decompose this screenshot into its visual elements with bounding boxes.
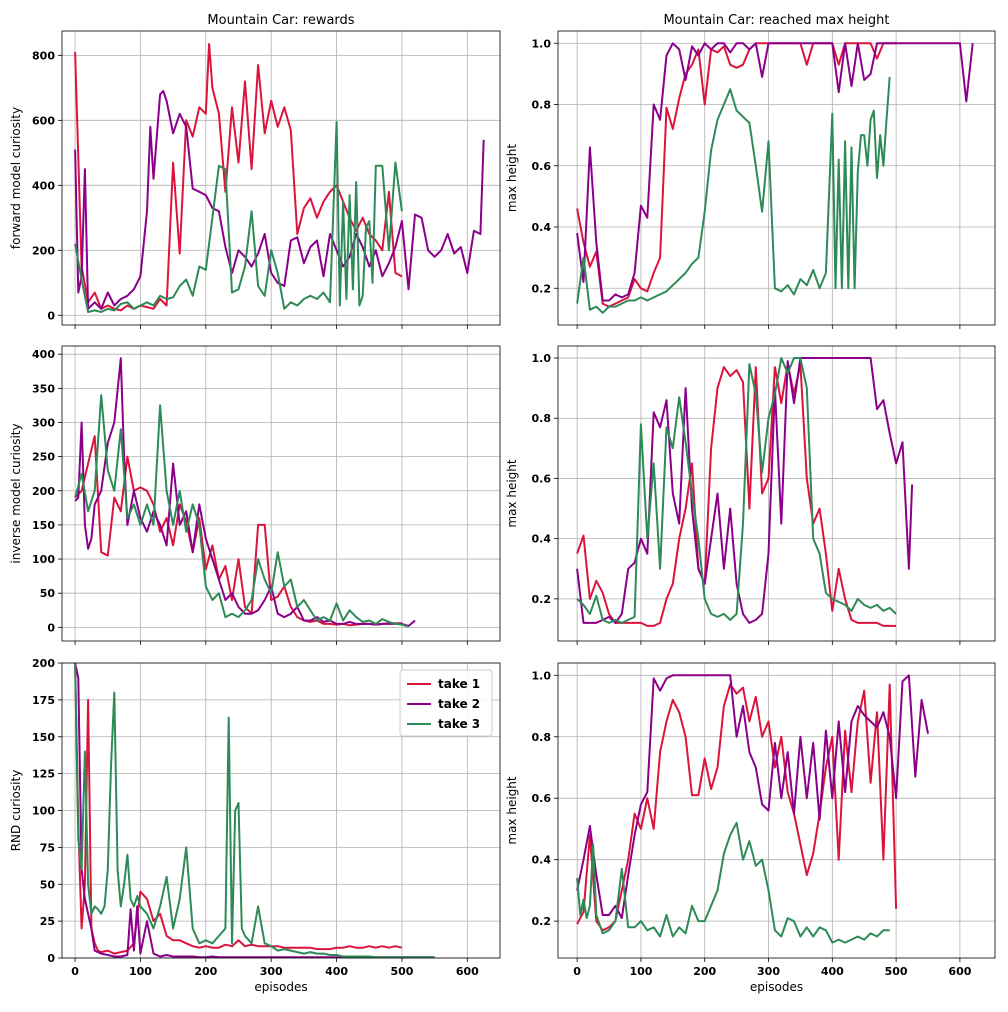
y-tick-label: 150 xyxy=(32,731,55,744)
x-axis-label: episodes xyxy=(254,980,307,994)
y-tick-label: 50 xyxy=(40,878,56,891)
x-tick-label: 200 xyxy=(194,965,217,978)
x-tick-label: 0 xyxy=(71,965,79,978)
x-tick-label: 400 xyxy=(821,965,844,978)
y-tick-label: 0 xyxy=(47,952,55,965)
y-tick-label: 600 xyxy=(32,114,55,127)
series-line-take-3 xyxy=(74,121,403,313)
y-tick-label: 0 xyxy=(47,309,55,322)
x-tick-label: 400 xyxy=(325,965,348,978)
series-line-take-3 xyxy=(576,821,890,944)
y-axis-label: forward model curiosity xyxy=(9,107,23,249)
x-tick-label: 300 xyxy=(260,965,283,978)
y-tick-label: 1.0 xyxy=(532,37,552,50)
legend-label-take-3: take 3 xyxy=(438,717,480,731)
series-line-take-2 xyxy=(74,90,485,310)
y-tick-label: 125 xyxy=(32,768,55,781)
y-tick-label: 25 xyxy=(40,915,55,928)
y-tick-label: 50 xyxy=(40,587,56,600)
series-line-take-1 xyxy=(576,42,897,308)
x-tick-label: 500 xyxy=(885,965,908,978)
y-axis-label: max height xyxy=(505,776,519,845)
x-tick-label: 100 xyxy=(129,965,152,978)
y-tick-label: 200 xyxy=(32,657,55,670)
axes-frame xyxy=(61,30,501,326)
y-tick-label: 400 xyxy=(32,348,55,361)
y-tick-label: 0.8 xyxy=(532,731,552,744)
y-tick-label: 0.8 xyxy=(532,99,552,112)
legend-label-take-1: take 1 xyxy=(438,677,480,691)
series-line-take-3 xyxy=(576,76,891,314)
subplot-1: 0 200 400 600 800 Mountain Car: rewards forwar… xyxy=(9,13,501,329)
y-tick-label: 400 xyxy=(32,179,55,192)
subplot-2: 0.2 0.4 0.6 0.8 1.0 Mountain Car: reached max… xyxy=(505,13,996,329)
y-tick-label: 250 xyxy=(32,451,55,464)
series-line-take-1 xyxy=(74,663,403,955)
x-axis-label: episodes xyxy=(750,980,803,994)
x-tick-label: 600 xyxy=(948,965,971,978)
axes-frame xyxy=(557,345,996,642)
y-tick-label: 175 xyxy=(32,694,55,707)
subplot-3: 0 50 100 150 200 250 300 350 400 inverse model cu… xyxy=(9,345,501,645)
y-tick-label: 1.0 xyxy=(532,669,552,682)
y-axis-label: max height xyxy=(505,459,519,528)
y-tick-label: 0.6 xyxy=(532,792,552,805)
series-line-take-2 xyxy=(576,357,914,624)
x-tick-label: 300 xyxy=(757,965,780,978)
subplot-6: 0 100 200 300 400 500 600 0.2 0.4 0.6 0.8 1.0 max he… xyxy=(505,662,996,994)
y-tick-label: 0.6 xyxy=(532,160,552,173)
series-line-take-1 xyxy=(74,43,403,312)
y-tick-label: 0.4 xyxy=(532,533,552,546)
y-axis-label: RND curiosity xyxy=(9,770,23,852)
y-tick-label: 200 xyxy=(32,244,55,257)
y-tick-label: 0.2 xyxy=(532,915,552,928)
y-tick-label: 0 xyxy=(47,621,55,634)
y-tick-label: 100 xyxy=(32,805,55,818)
y-tick-label: 75 xyxy=(40,841,55,854)
chart-title: Mountain Car: rewards xyxy=(207,13,354,28)
series-line-take-1 xyxy=(74,435,402,627)
series-line-take-2 xyxy=(576,42,974,302)
y-tick-label: 0.4 xyxy=(532,854,552,867)
axes-frame xyxy=(557,662,996,959)
x-tick-label: 0 xyxy=(573,965,581,978)
subplot-5: 0 100 200 300 400 500 600 0 25 50 75 100 125 150 175 20… xyxy=(9,657,501,994)
y-tick-label: 100 xyxy=(32,553,55,566)
y-tick-label: 200 xyxy=(32,485,55,498)
series-line-take-2 xyxy=(576,674,929,920)
y-tick-label: 300 xyxy=(32,416,55,429)
y-tick-label: 0.6 xyxy=(532,472,552,485)
y-tick-label: 0.2 xyxy=(532,593,552,606)
y-tick-label: 1.0 xyxy=(532,352,552,365)
chart-title: Mountain Car: reached max height xyxy=(663,13,889,28)
y-tick-label: 800 xyxy=(32,49,55,62)
series-line-take-3 xyxy=(74,663,435,958)
x-tick-label: 500 xyxy=(390,965,413,978)
series-line-take-3 xyxy=(74,394,409,628)
series-line-take-1 xyxy=(576,363,897,627)
y-tick-label: 0.4 xyxy=(532,221,552,234)
x-tick-label: 600 xyxy=(456,965,479,978)
y-tick-label: 0.8 xyxy=(532,412,552,425)
y-axis-label: max height xyxy=(505,144,519,213)
y-tick-label: 150 xyxy=(32,519,55,532)
legend-box xyxy=(399,669,493,737)
legend-label-take-2: take 2 xyxy=(438,697,480,711)
series-line-take-3 xyxy=(576,357,897,624)
y-axis-label: inverse model curiosity xyxy=(9,423,23,563)
x-tick-label: 200 xyxy=(693,965,716,978)
y-tick-label: 0.2 xyxy=(532,282,552,295)
subplot-4: 0.2 0.4 0.6 0.8 1.0 max height xyxy=(505,345,996,645)
legend: take 1 take 2 take 3 xyxy=(399,669,493,737)
axes-frame xyxy=(557,30,996,326)
y-tick-label: 350 xyxy=(32,382,55,395)
series-line-take-2 xyxy=(74,357,416,627)
axes-frame xyxy=(61,345,501,642)
x-tick-label: 100 xyxy=(629,965,652,978)
